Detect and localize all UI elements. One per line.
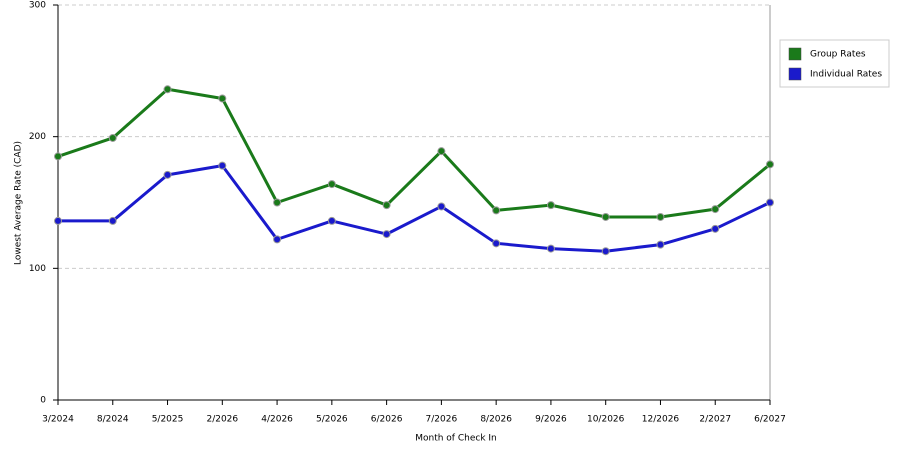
point	[437, 147, 446, 156]
point	[108, 216, 117, 225]
x-tick-label: 6/2027	[754, 415, 786, 425]
point	[766, 160, 774, 169]
x-tick-label: 5/2026	[316, 415, 348, 425]
legend-label: Individual Rates	[810, 70, 882, 80]
x-tick-label: 12/2026	[642, 415, 680, 425]
x-tick-label: 9/2026	[535, 415, 567, 425]
point	[273, 235, 282, 244]
point	[437, 202, 446, 211]
legend-swatch	[788, 47, 802, 61]
series-line	[58, 164, 771, 253]
point	[711, 205, 720, 214]
y-axis-label: Lowest Average Rate (CAD)	[14, 141, 24, 265]
point	[54, 152, 62, 161]
point	[656, 212, 665, 221]
point	[601, 247, 610, 256]
point	[327, 216, 336, 225]
series-line	[57, 87, 771, 219]
point	[218, 161, 227, 170]
legend-label: Group Rates	[810, 50, 866, 60]
point	[163, 170, 172, 179]
x-tick-label: 7/2026	[426, 415, 458, 425]
point	[327, 180, 336, 189]
point	[108, 133, 117, 142]
point	[766, 198, 774, 207]
point	[546, 201, 555, 210]
y-tick-label: 100	[29, 264, 46, 274]
point	[711, 224, 720, 233]
point	[382, 230, 391, 239]
point	[656, 240, 665, 249]
point	[546, 244, 555, 253]
point	[54, 216, 62, 225]
x-axis-label: Month of Check In	[415, 434, 497, 444]
x-tick-label: 8/2024	[97, 415, 129, 425]
y-tick-label: 200	[29, 132, 46, 142]
x-tick-label: 2/2027	[699, 415, 731, 425]
y-tick-label: 300	[29, 1, 46, 11]
point	[382, 201, 391, 210]
point	[492, 239, 501, 248]
x-tick-label: 10/2026	[587, 415, 625, 425]
x-tick-label: 2/2026	[206, 415, 238, 425]
x-tick-label: 8/2026	[480, 415, 512, 425]
x-tick-label: 5/2025	[152, 415, 184, 425]
y-tick-label: 0	[40, 396, 46, 406]
x-tick-label: 3/2024	[42, 415, 74, 425]
legend-swatch	[788, 67, 802, 81]
point	[601, 212, 610, 221]
x-tick-label: 4/2026	[261, 415, 293, 425]
point	[218, 94, 227, 103]
x-tick-label: 6/2026	[371, 415, 403, 425]
point	[163, 85, 172, 94]
point	[492, 206, 501, 215]
point	[273, 198, 282, 207]
